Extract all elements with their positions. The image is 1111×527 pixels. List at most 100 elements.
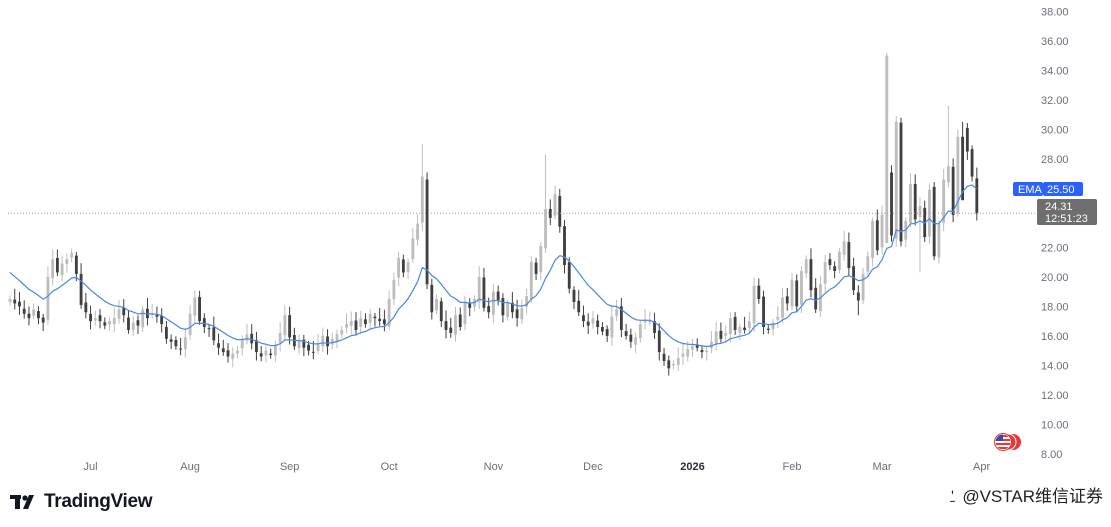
candle — [112, 307, 116, 333]
candle — [454, 306, 457, 342]
candle — [880, 205, 884, 255]
candle — [212, 316, 216, 346]
candle — [382, 309, 386, 332]
candle — [179, 337, 183, 356]
candle — [273, 341, 277, 362]
candle — [681, 343, 685, 366]
tradingview-brand[interactable]: TradingView — [10, 490, 153, 514]
candle — [46, 266, 50, 325]
candle — [937, 220, 941, 264]
candle — [117, 299, 121, 324]
y-tick-label: 30.00 — [1041, 124, 1069, 136]
candle — [899, 117, 903, 247]
candle — [752, 277, 756, 332]
candle — [198, 290, 201, 325]
candle — [430, 278, 434, 320]
candlestick-chart[interactable]: 38.0036.0034.0032.0030.0028.0026.0024.00… — [0, 0, 1111, 480]
candle — [544, 154, 547, 254]
candle — [127, 310, 130, 334]
candle — [847, 232, 851, 277]
candle — [468, 298, 472, 317]
x-tick-label: 2026 — [680, 461, 704, 473]
candle — [852, 257, 856, 296]
candle — [875, 209, 879, 256]
candle — [866, 251, 870, 278]
candle — [676, 347, 680, 372]
candle — [809, 248, 813, 298]
candle — [548, 199, 552, 226]
candle — [700, 345, 704, 359]
y-tick-label: 14.00 — [1041, 360, 1069, 372]
ema-label: EMA — [1018, 184, 1043, 196]
candle — [814, 278, 818, 314]
y-tick-label: 34.00 — [1041, 65, 1069, 77]
candle — [41, 313, 45, 332]
ema-value-badge — [1043, 182, 1083, 196]
candle — [510, 292, 514, 319]
tradingview-logo-icon — [10, 494, 38, 510]
candle — [804, 255, 808, 279]
candle — [13, 288, 17, 310]
candle — [951, 158, 955, 223]
candle — [634, 332, 638, 354]
candle — [942, 168, 946, 232]
candle — [672, 360, 675, 370]
candle — [691, 338, 694, 357]
candle — [79, 263, 83, 309]
candle — [572, 286, 576, 310]
candle — [970, 145, 974, 182]
candle — [93, 310, 97, 326]
candle — [150, 304, 154, 319]
candle — [236, 345, 239, 359]
candle — [563, 220, 566, 274]
candle — [577, 290, 581, 316]
candle — [781, 287, 784, 323]
candle — [553, 185, 557, 220]
candle — [420, 144, 424, 232]
candle — [146, 297, 149, 326]
candle — [894, 115, 898, 247]
candle — [302, 334, 306, 357]
x-tick-label: Nov — [484, 461, 504, 473]
candle — [89, 305, 92, 330]
candle — [610, 305, 614, 347]
x-tick-label: Apr — [973, 461, 990, 473]
y-tick-label: 32.00 — [1041, 95, 1069, 107]
candle — [70, 248, 74, 263]
candle — [231, 347, 235, 368]
y-axis: 38.0036.0034.0032.0030.0028.0026.0024.00… — [1041, 6, 1069, 461]
candle — [534, 257, 538, 280]
candle — [411, 227, 415, 263]
candle — [747, 311, 751, 335]
candle — [567, 257, 571, 294]
last-price-label: 24.31 — [1045, 201, 1073, 213]
candle — [629, 328, 633, 348]
candle — [477, 266, 481, 310]
candle — [297, 334, 301, 355]
candle — [482, 267, 486, 312]
candle — [108, 317, 111, 331]
candle — [861, 267, 865, 305]
candle — [368, 308, 372, 329]
candle — [292, 327, 296, 350]
candle — [828, 253, 832, 270]
candle — [207, 324, 211, 337]
candle — [605, 325, 609, 342]
candle — [435, 294, 438, 315]
candle — [662, 347, 666, 366]
us-flag-icon[interactable] — [993, 432, 1023, 452]
ema-line — [9, 184, 978, 348]
y-tick-label: 28.00 — [1041, 154, 1069, 166]
candle — [833, 261, 837, 279]
x-tick-label: Aug — [180, 461, 200, 473]
candle — [719, 322, 723, 343]
candle — [221, 339, 225, 356]
y-tick-label: 20.00 — [1041, 272, 1069, 284]
candle — [487, 297, 491, 319]
last-price-badge — [1037, 199, 1097, 225]
candle — [705, 346, 709, 361]
candle — [378, 307, 382, 326]
candle — [103, 317, 107, 330]
brand-name: TradingView — [44, 491, 153, 512]
candle — [188, 305, 192, 340]
